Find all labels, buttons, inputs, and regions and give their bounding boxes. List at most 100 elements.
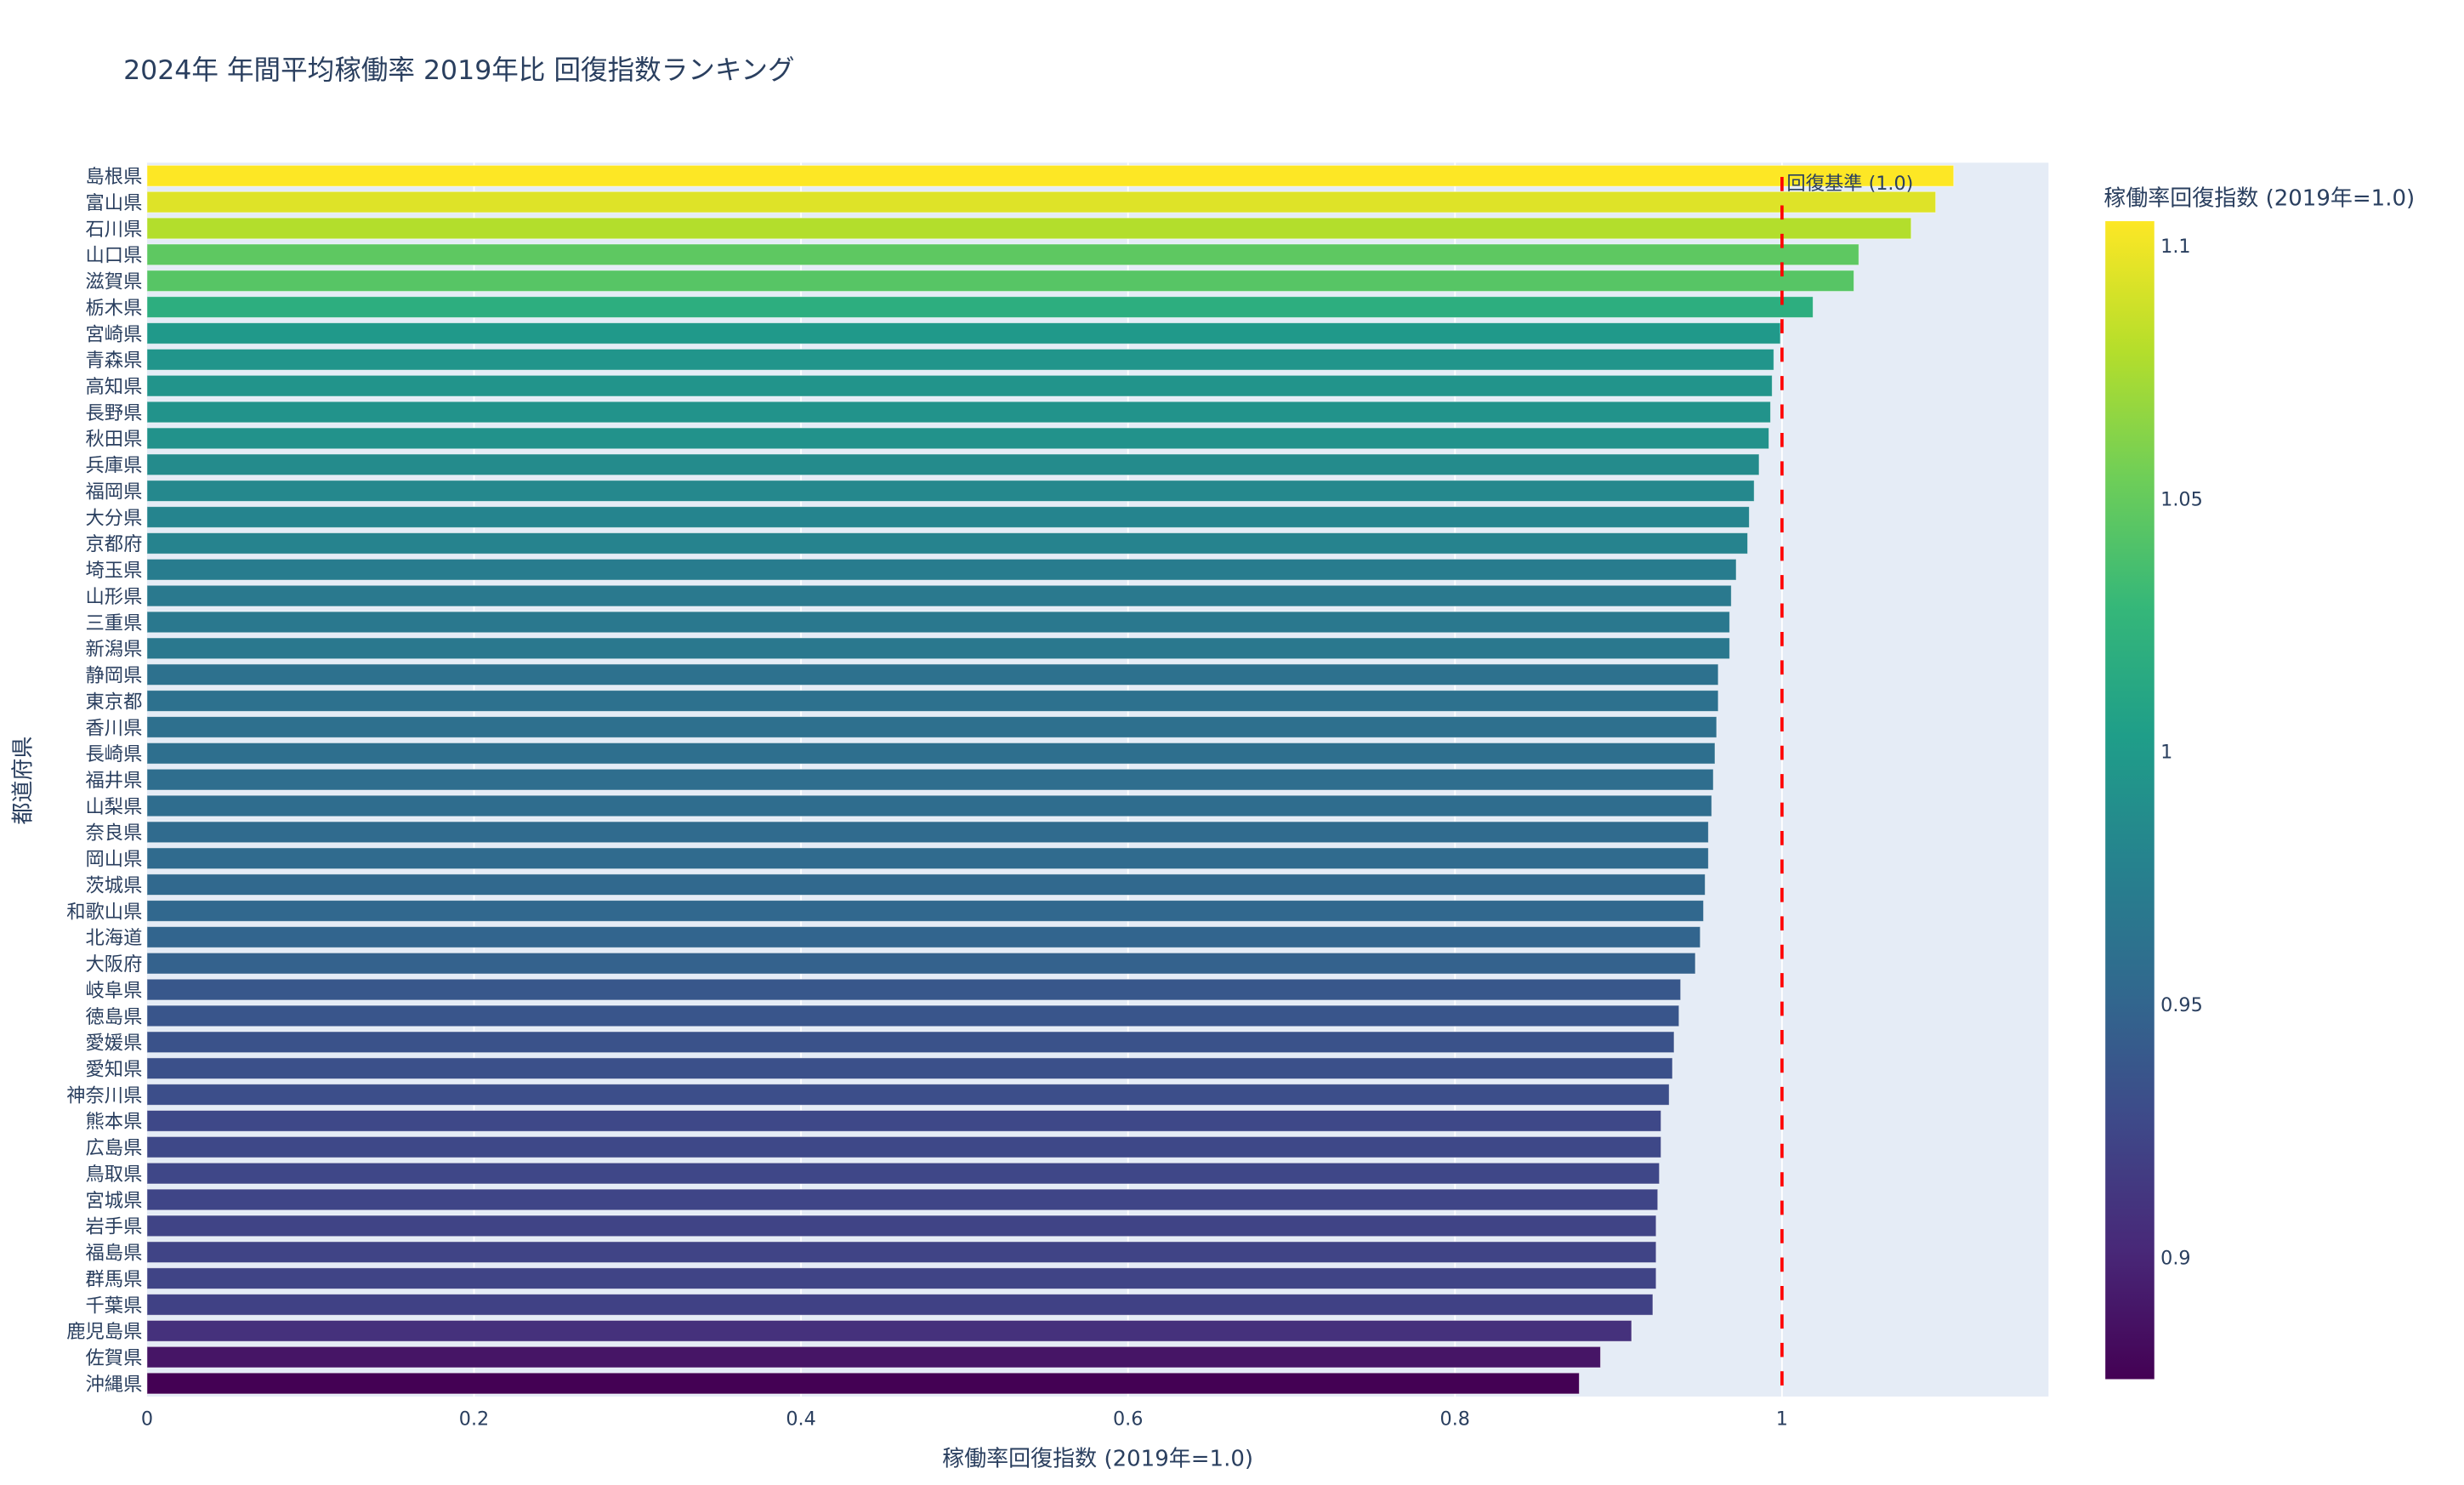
y-tick-label: 長野県 [86, 402, 143, 424]
bar [146, 532, 1748, 555]
bar [146, 243, 1859, 266]
bar [146, 1294, 1654, 1316]
bar [146, 164, 1955, 187]
x-axis-title: 稼働率回復指数 (2019年=1.0) [942, 1447, 1253, 1472]
bar [146, 1135, 1662, 1158]
bar [146, 611, 1730, 634]
bar [146, 1084, 1670, 1106]
bar [146, 1241, 1657, 1264]
bar [146, 217, 1912, 240]
y-axis-title: 都道府県 [10, 737, 36, 825]
y-tick-label: 北海道 [86, 927, 143, 949]
x-tick-label: 0.6 [1113, 1408, 1143, 1430]
y-tick-label: 群馬県 [86, 1268, 143, 1290]
bar [146, 794, 1712, 817]
y-tick-label: 山形県 [86, 586, 143, 608]
bar [146, 1320, 1632, 1342]
y-tick-label: 和歌山県 [66, 901, 142, 923]
y-tick-label: 岐阜県 [86, 980, 143, 1002]
bar [146, 637, 1730, 660]
y-tick-label: 千葉県 [86, 1294, 143, 1317]
y-tick-label: 岡山県 [86, 849, 143, 871]
bar [146, 952, 1696, 975]
y-tick-label: 高知県 [86, 376, 143, 398]
x-tick-label: 1 [1776, 1408, 1788, 1430]
y-tick-label: 静岡県 [86, 665, 143, 687]
bar [146, 1110, 1662, 1132]
y-tick-label: 鳥取県 [86, 1164, 143, 1186]
x-tick-label: 0.8 [1440, 1408, 1470, 1430]
chart-title: 2024年 年間平均稼働率 2019年比 回復指数ランキング [123, 55, 795, 86]
bar [146, 453, 1760, 476]
y-tick-label: 宮城県 [86, 1190, 143, 1212]
bar [146, 584, 1732, 607]
y-tick-label: 岩手県 [86, 1216, 143, 1238]
y-tick-label: 沖縄県 [86, 1374, 143, 1396]
bar [146, 742, 1716, 765]
y-tick-label: 徳島県 [86, 1006, 143, 1028]
x-tick-label: 0.4 [786, 1408, 815, 1430]
y-tick-label: 大分県 [86, 507, 143, 529]
y-tick-label: 青森県 [86, 350, 143, 372]
bar [146, 821, 1709, 844]
bar [146, 480, 1755, 502]
x-tick-label: 0.2 [459, 1408, 489, 1430]
bar [146, 427, 1769, 450]
bar [146, 978, 1682, 1001]
colorbar-tick-label: 1 [2160, 742, 2172, 764]
y-tick-label: 富山県 [86, 192, 143, 214]
y-tick-label: 栃木県 [86, 297, 143, 319]
y-tick-label: 佐賀県 [86, 1347, 143, 1369]
y-tick-label: 愛媛県 [86, 1033, 143, 1055]
colorbar-tick-label: 1.05 [2160, 488, 2203, 510]
colorbar-tick-label: 0.9 [2160, 1247, 2190, 1269]
bar [146, 1188, 1659, 1211]
y-tick-label: 鹿児島県 [66, 1321, 142, 1343]
bar [146, 1215, 1657, 1238]
y-tick-label: 山口県 [86, 245, 143, 267]
bar [146, 401, 1771, 424]
bar [146, 926, 1701, 948]
bar [146, 900, 1705, 922]
bar [146, 558, 1737, 581]
y-tick-label: 新潟県 [86, 639, 143, 661]
bar [146, 270, 1854, 293]
bar [146, 768, 1714, 791]
y-tick-label: 京都府 [86, 533, 143, 555]
y-tick-label: 山梨県 [86, 796, 143, 818]
bar [146, 191, 1937, 213]
y-tick-label: 長崎県 [86, 743, 143, 765]
y-tick-label: 福島県 [86, 1243, 143, 1265]
bar [146, 374, 1773, 397]
colorbar-tick-label: 1.1 [2160, 236, 2190, 258]
y-tick-label: 東京都 [86, 691, 143, 713]
y-tick-label: 福岡県 [86, 481, 143, 503]
bar [146, 1162, 1661, 1185]
bar [146, 1004, 1680, 1027]
bar [146, 663, 1719, 686]
y-tick-label: 石川県 [86, 219, 143, 241]
bar [146, 1346, 1601, 1368]
y-tick-label: 兵庫県 [86, 455, 143, 477]
bar [146, 1267, 1657, 1289]
bar [146, 716, 1717, 738]
bar [146, 506, 1750, 528]
y-tick-label: 滋賀県 [86, 271, 143, 293]
x-tick-label: 0 [141, 1408, 153, 1430]
y-tick-label: 福井県 [86, 770, 143, 792]
bar [146, 847, 1709, 870]
bar [146, 873, 1706, 896]
reference-line-label: 回復基準 (1.0) [1786, 173, 1913, 195]
bar [146, 348, 1774, 371]
y-tick-label: 香川県 [86, 717, 143, 739]
colorbar [2105, 221, 2155, 1380]
bar [146, 322, 1781, 344]
y-tick-label: 大阪府 [86, 953, 143, 976]
y-tick-label: 広島県 [86, 1137, 143, 1159]
y-tick-label: 神奈川県 [66, 1084, 142, 1107]
y-tick-label: 宮崎県 [86, 323, 143, 345]
colorbar-tick-label: 0.95 [2160, 994, 2203, 1016]
bar [146, 1031, 1675, 1054]
bar [146, 1372, 1580, 1395]
y-tick-label: 島根県 [86, 166, 143, 188]
